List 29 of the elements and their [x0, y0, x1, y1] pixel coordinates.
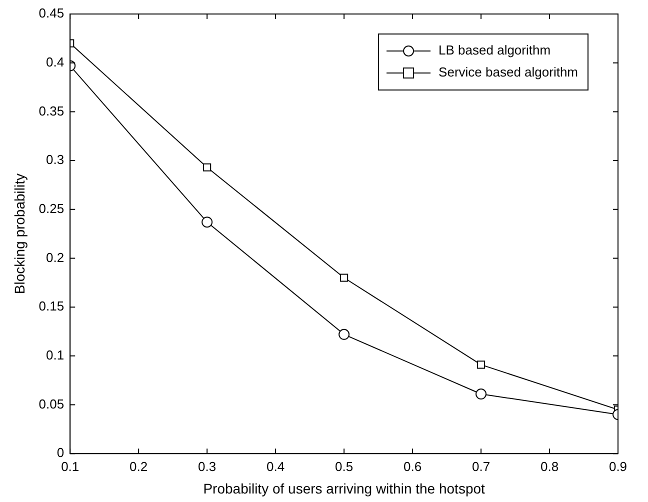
point — [340, 274, 348, 282]
y-tick-label: 0.3 — [46, 152, 64, 168]
legend-label: LB based algorithm — [438, 42, 551, 58]
y-tick-label: 0.25 — [38, 200, 64, 216]
legend-label: Service based algorithm — [438, 64, 578, 80]
x-tick-label: 0.4 — [266, 458, 285, 474]
y-tick-label: 0.35 — [38, 103, 64, 118]
point — [476, 388, 487, 400]
point — [203, 163, 212, 172]
x-tick-label: 0.3 — [198, 458, 216, 474]
y-tick-label: 0.45 — [38, 6, 64, 21]
y-tick-label: 0.15 — [38, 298, 64, 314]
x-tick-label: 0.2 — [130, 458, 148, 474]
y-tick-label: 0.2 — [46, 250, 64, 265]
y-tick-label: 0.1 — [46, 347, 64, 362]
x-tick-label: 0.5 — [335, 458, 354, 474]
y-axis-title: Blocking probability — [11, 173, 28, 294]
x-tick-label: 0.1 — [61, 458, 80, 474]
point — [202, 216, 213, 228]
x-tick-label: 0.9 — [608, 458, 628, 474]
y-tick-label: 0.05 — [38, 396, 64, 412]
x-tick-label: 0.7 — [472, 458, 490, 474]
point — [338, 328, 350, 340]
y-tick-label: 0 — [56, 445, 64, 460]
y-tick-label: 0.4 — [46, 54, 64, 70]
x-axis-title: Probability of users arriving within the hotspot — [203, 480, 486, 496]
x-tick-label: 0.8 — [540, 458, 559, 474]
point — [476, 360, 486, 369]
x-tick-label: 0.6 — [404, 458, 422, 474]
